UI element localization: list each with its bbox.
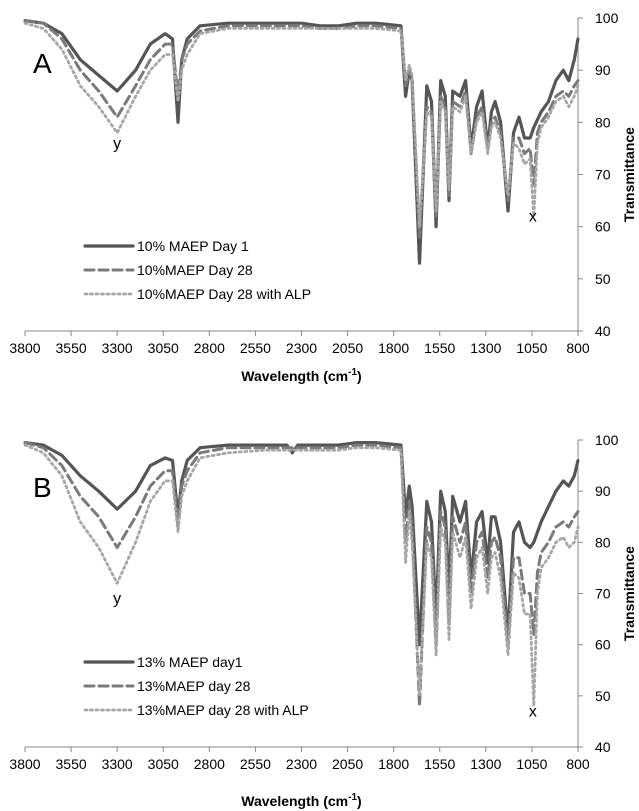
x-axis-title: Wavelength (cm-1)	[241, 367, 361, 384]
x-tick-label: 1050	[516, 756, 547, 772]
y-tick-label: 50	[595, 271, 611, 287]
x-tick-label: 3300	[102, 756, 133, 772]
series-line-dot	[23, 443, 580, 708]
x-tick-label: 2300	[286, 340, 317, 356]
x-tick-label: 2050	[332, 340, 363, 356]
legend-label: 13% MAEP day1	[137, 654, 243, 670]
y-tick-label: 90	[595, 62, 611, 78]
x-axis-title-close: )	[357, 368, 362, 384]
x-tick-label: 1800	[378, 340, 409, 356]
x-axis-title-text: Wavelength (cm	[241, 368, 348, 384]
x-tick-label: 1800	[378, 756, 409, 772]
panel-label: B	[33, 472, 52, 503]
peak-annotation-y: y	[113, 591, 121, 608]
y-tick-label: 80	[595, 114, 611, 130]
y-tick-label: 80	[595, 534, 611, 550]
x-tick-label: 1300	[470, 756, 501, 772]
series-line-dash	[23, 441, 580, 708]
series-line-solid	[23, 19, 580, 265]
legend-label: 10% MAEP Day 1	[137, 238, 249, 254]
x-tick-label: 1050	[516, 340, 547, 356]
x-tick-label: 3050	[148, 756, 179, 772]
x-axis-title-superscript: -1	[348, 367, 357, 378]
x-axis-title-superscript: -1	[348, 792, 357, 803]
x-axis-title-text: Wavelength (cm	[241, 793, 348, 809]
x-tick-label: 3300	[102, 340, 133, 356]
y-tick-label: 40	[595, 739, 611, 755]
y-axis-title: Transmittance	[621, 546, 637, 641]
legend-label: 13%MAEP day 28 with ALP	[137, 702, 309, 718]
x-tick-label: 3800	[9, 756, 40, 772]
peak-annotation-y: y	[113, 135, 121, 152]
series-line-dot	[23, 21, 580, 229]
x-axis-title: Wavelength (cm-1)	[241, 792, 361, 809]
y-tick-label: 90	[595, 483, 611, 499]
x-tick-label: 2300	[286, 756, 317, 772]
x-tick-label: 3550	[56, 756, 87, 772]
x-tick-label: 3800	[9, 340, 40, 356]
chart-panel-b: 3800 3550 3300 3050 2800 2550 2300 2050 1800 1550…	[9, 432, 637, 809]
y-tick-label: 100	[595, 10, 619, 26]
x-tick-label: 2550	[240, 340, 271, 356]
x-tick-label: 1300	[470, 340, 501, 356]
y-tick-label: 100	[595, 432, 619, 448]
x-axis-title-close: )	[357, 793, 362, 809]
y-tick-label: 60	[595, 219, 611, 235]
legend-label: 13%MAEP day 28	[137, 678, 251, 694]
x-tick-label: 800	[566, 756, 590, 772]
chart-panel-a: 3800 3550 3300 3050 2800 2550 2300 2050 1800 1550…	[9, 10, 637, 384]
x-tick-label: 2050	[332, 756, 363, 772]
y-tick-label: 60	[595, 637, 611, 653]
x-tick-label: 3550	[56, 340, 87, 356]
peak-annotation-x: x	[529, 703, 537, 720]
series-line-solid	[23, 441, 580, 647]
x-tick-label: 2550	[240, 756, 271, 772]
y-tick-label: 70	[595, 586, 611, 602]
peak-annotation-x: x	[529, 208, 537, 225]
y-axis-title: Transmittance	[621, 127, 637, 222]
x-tick-label: 3050	[148, 340, 179, 356]
legend-label: 10%MAEP Day 28 with ALP	[137, 286, 311, 302]
panel-label: A	[33, 48, 52, 79]
series-line-dash	[23, 19, 580, 239]
x-tick-label: 800	[566, 340, 590, 356]
x-tick-label: 1550	[424, 340, 455, 356]
legend-label: 10%MAEP Day 28	[137, 262, 253, 278]
x-tick-label: 1550	[424, 756, 455, 772]
x-tick-label: 2800	[194, 340, 225, 356]
y-tick-label: 70	[595, 167, 611, 183]
y-tick-label: 40	[595, 323, 611, 339]
x-tick-label: 2800	[194, 756, 225, 772]
y-tick-label: 50	[595, 688, 611, 704]
